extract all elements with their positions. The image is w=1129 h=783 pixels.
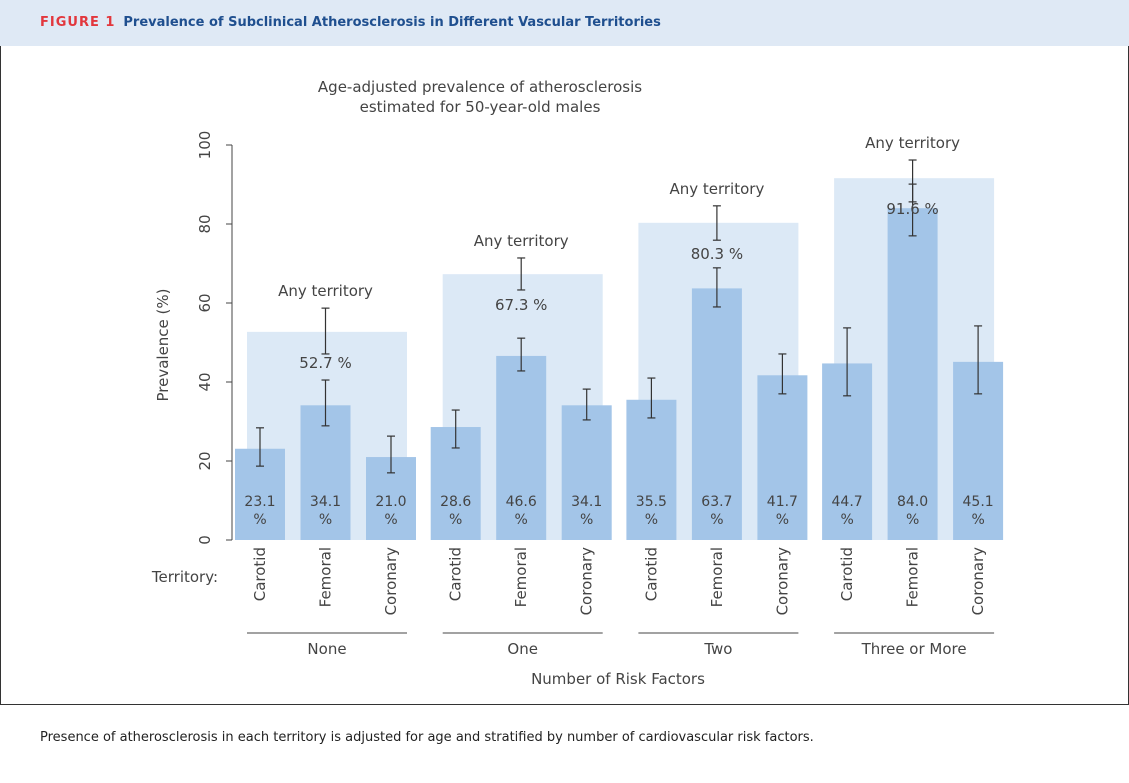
y-tick-label: 20: [196, 451, 214, 470]
bar-value-label: 44.7 %: [831, 494, 863, 528]
x-tick-label: Coronary: [773, 547, 791, 616]
x-tick-label: Carotid: [642, 547, 660, 601]
chart-title: estimated for 50-year-old males: [360, 98, 601, 116]
caption: Presence of atherosclerosis in each terr…: [40, 730, 814, 745]
bar-value-label: 35.5 %: [635, 494, 667, 528]
any-territory-label: Any territory: [474, 232, 569, 250]
group-label: Two: [703, 640, 732, 658]
x-tick-label: Coronary: [382, 547, 400, 616]
bar: [626, 399, 677, 540]
bar: [561, 405, 612, 540]
bar: [887, 208, 938, 540]
bar-value-label: 84.0 %: [897, 494, 929, 528]
y-axis-label: Prevalence (%): [154, 288, 172, 401]
any-territory-value: 52.7 %: [299, 354, 351, 372]
row-label: Territory:: [151, 568, 218, 586]
chart-title: Age-adjusted prevalence of atheroscleros…: [318, 78, 642, 96]
bar-value-label: 34.1 %: [571, 494, 603, 528]
x-tick-label: Carotid: [447, 547, 465, 601]
any-territory-label: Any territory: [865, 134, 960, 152]
x-tick-label: Coronary: [969, 547, 987, 616]
y-tick-label: 0: [196, 535, 214, 545]
any-territory-value: 67.3 %: [495, 296, 547, 314]
bar: [300, 405, 351, 540]
bar-value-label: 46.6 %: [505, 494, 537, 528]
bar-value-label: 41.7 %: [766, 494, 798, 528]
bar: [757, 375, 808, 540]
group-label: None: [307, 640, 346, 658]
x-tick-label: Coronary: [578, 547, 596, 616]
y-tick-label: 40: [196, 372, 214, 391]
y-tick-label: 80: [196, 214, 214, 233]
bar-value-label: 45.1 %: [962, 494, 994, 528]
any-territory-label: Any territory: [278, 282, 373, 300]
any-territory-value: 80.3 %: [691, 245, 743, 263]
bar-value-label: 23.1 %: [244, 494, 276, 528]
figure-label: FIGURE 1: [40, 15, 116, 30]
any-territory-value: 91.6 %: [886, 200, 938, 218]
group-label: Three or More: [861, 640, 967, 658]
x-tick-label: Carotid: [838, 547, 856, 601]
x-tick-label: Femoral: [708, 547, 726, 607]
bar-value-label: 21.0 %: [375, 494, 407, 528]
x-tick-label: Carotid: [251, 547, 269, 601]
bar-value-label: 34.1 %: [309, 494, 342, 528]
any-territory-label: Any territory: [669, 180, 764, 198]
y-tick-label: 60: [196, 293, 214, 312]
bar-value-label: 63.7 %: [701, 494, 733, 528]
bar-value-label: 28.6 %: [440, 494, 472, 528]
x-tick-label: Femoral: [904, 547, 922, 607]
x-tick-label: Femoral: [512, 547, 530, 607]
y-tick-label: 100: [196, 131, 214, 160]
x-tick-label: Femoral: [317, 547, 335, 607]
x-axis-label: Number of Risk Factors: [531, 670, 705, 688]
group-label: One: [507, 640, 538, 658]
bar: [691, 288, 742, 540]
bar: [496, 355, 547, 540]
figure-header: FIGURE 1 Prevalence of Subclinical Athero…: [0, 0, 1129, 46]
figure-title: Prevalence of Subclinical Atherosclerosi…: [123, 15, 661, 30]
